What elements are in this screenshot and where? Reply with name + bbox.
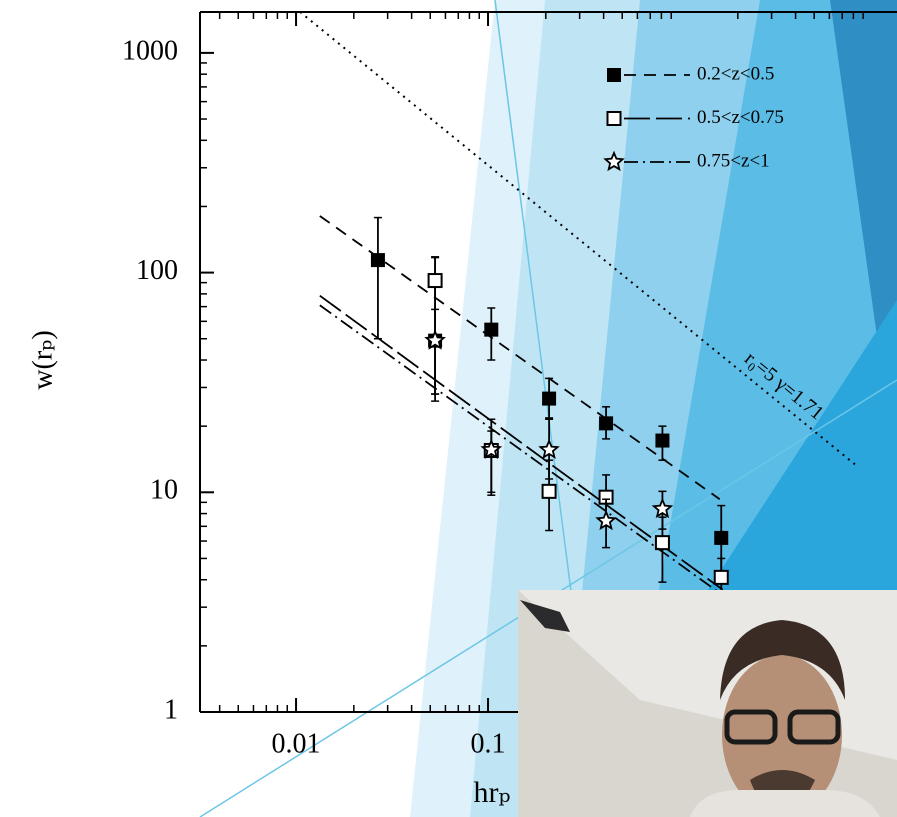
y-tick-label: 1000 xyxy=(122,35,178,66)
marker xyxy=(714,531,728,545)
marker xyxy=(542,392,556,406)
x-axis-label: hrₚ xyxy=(474,776,511,809)
marker xyxy=(543,485,556,498)
y-tick-label: 1 xyxy=(164,694,178,725)
marker xyxy=(599,416,613,430)
marker xyxy=(715,571,728,584)
marker xyxy=(656,536,669,549)
video-overlay xyxy=(518,590,897,817)
x-tick-label: 0.1 xyxy=(471,728,506,759)
y-tick-label: 10 xyxy=(150,475,178,506)
marker xyxy=(484,323,498,337)
y-tick-label: 100 xyxy=(136,255,178,286)
legend-marker xyxy=(607,68,621,82)
legend-label: 0.5<z<0.75 xyxy=(697,107,784,128)
legend-label: 0.2<z<0.5 xyxy=(697,63,774,84)
marker xyxy=(371,253,385,267)
x-tick-label: 0.01 xyxy=(272,728,321,759)
y-axis-label: w(rₚ) xyxy=(27,330,58,389)
legend-label: 0.75<z<1 xyxy=(697,150,770,171)
marker xyxy=(429,274,442,287)
slide: 11010010000.010.1r₀=5 γ=1.710.2<z<0.50.5… xyxy=(0,0,897,817)
legend-marker xyxy=(608,112,621,125)
marker xyxy=(655,434,669,448)
